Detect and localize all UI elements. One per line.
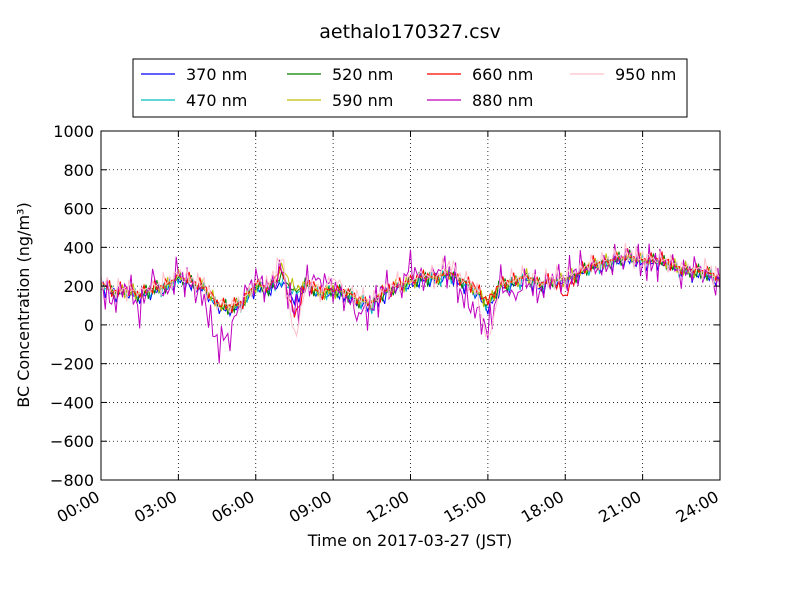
x-axis-label: Time on 2017-03-27 (JST) [307,531,512,550]
legend-label: 660 nm [472,65,533,84]
legend-label: 950 nm [615,65,676,84]
series-line-950-nm [100,243,721,338]
y-tick-label: −600 [50,432,94,451]
y-tick-label: −200 [50,355,94,374]
legend-label: 880 nm [472,91,533,110]
y-tick-label: 200 [63,277,94,296]
series-lines [100,243,721,364]
y-tick-label: 800 [63,161,94,180]
legend: 370 nm 470 nm 520 nm 590 nm 660 nm 880 nm 950 … [132,58,688,118]
y-tick-label: 0 [84,316,94,335]
y-tick-label: 600 [63,200,94,219]
y-tick-label: 1000 [53,122,94,141]
series-line-880-nm [100,243,721,364]
chart-title: aethalo170327.csv [319,21,501,43]
legend-label: 520 nm [332,65,393,84]
y-tick-label: −800 [50,471,94,490]
legend-label: 470 nm [186,91,247,110]
y-tick-label: −400 [50,393,94,412]
legend-label: 370 nm [186,65,247,84]
y-tick-label: 400 [63,238,94,257]
series-line-660-nm [100,248,721,318]
legend-label: 590 nm [332,91,393,110]
legend-frame [132,58,688,118]
y-axis-label: BC Concentration (ng/m³) [14,202,33,407]
